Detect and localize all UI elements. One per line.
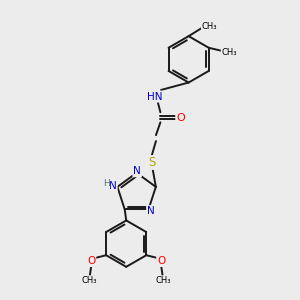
Text: N: N [147, 206, 155, 216]
Text: HN: HN [147, 92, 162, 101]
Text: O: O [157, 256, 165, 266]
Text: O: O [176, 113, 185, 123]
Text: CH₃: CH₃ [156, 276, 171, 285]
Text: N: N [109, 181, 117, 191]
Text: S: S [148, 156, 155, 169]
Text: CH₃: CH₃ [81, 276, 97, 285]
Text: N: N [133, 167, 141, 176]
Text: O: O [87, 256, 95, 266]
Text: H: H [103, 179, 110, 188]
Text: CH₃: CH₃ [221, 48, 237, 57]
Text: CH₃: CH₃ [202, 22, 217, 31]
